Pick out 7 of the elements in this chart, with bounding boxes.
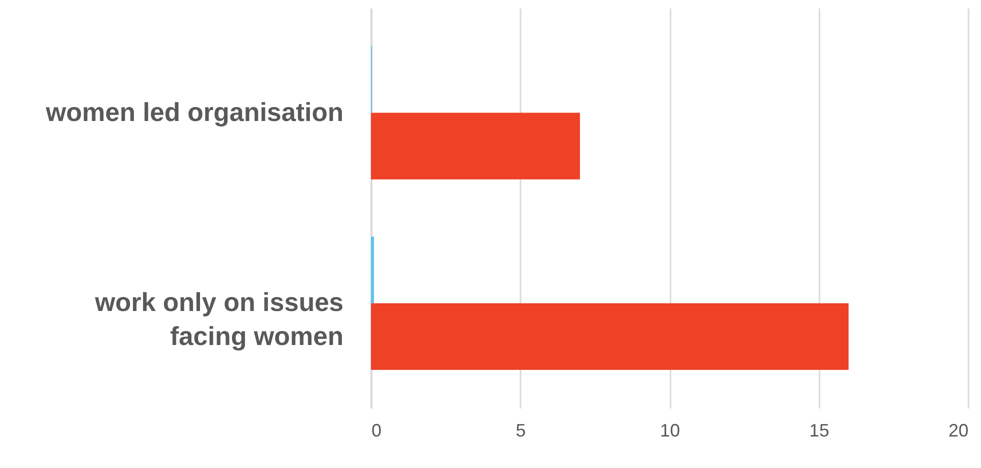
y-tick-label: work only on issues facing women xyxy=(94,287,344,352)
y-tick-label: women led organisation xyxy=(44,96,344,127)
x-tick-label: 0 xyxy=(372,420,382,440)
x-tick-label: 10 xyxy=(660,420,680,440)
x-tick-label: 15 xyxy=(809,420,830,440)
x-tick-label: 5 xyxy=(516,420,526,440)
x-tick-label: 20 xyxy=(948,420,968,440)
